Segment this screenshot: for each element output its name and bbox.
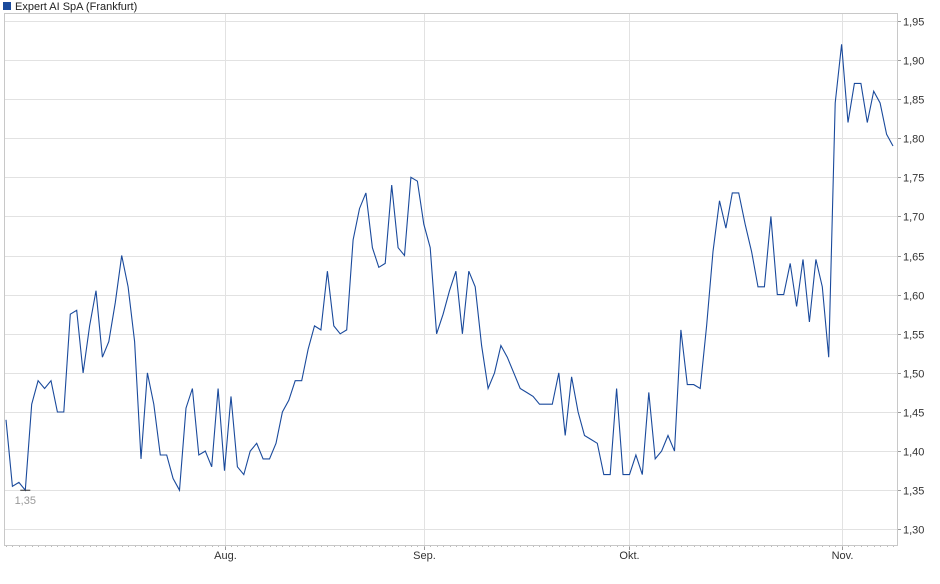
plot-frame bbox=[5, 14, 898, 546]
y-tick-label: 1,65 bbox=[903, 252, 924, 264]
y-tick-label: 1,40 bbox=[903, 447, 924, 459]
y-tick-label: 1,60 bbox=[903, 291, 924, 303]
x-tick-label: Aug. bbox=[214, 550, 237, 562]
x-tick-label: Okt. bbox=[619, 550, 639, 562]
price-line bbox=[6, 44, 893, 490]
y-tick-label: 1,95 bbox=[903, 17, 924, 29]
series-layer bbox=[6, 44, 893, 490]
legend: Expert AI SpA (Frankfurt) bbox=[3, 1, 137, 13]
x-tick-label: Nov. bbox=[832, 550, 854, 562]
x-tick-label: Sep. bbox=[413, 550, 436, 562]
y-tick-label: 1,30 bbox=[903, 525, 924, 537]
legend-label: Expert AI SpA (Frankfurt) bbox=[15, 1, 137, 13]
y-tick-label: 1,55 bbox=[903, 330, 924, 342]
min-label: 1,35 bbox=[15, 495, 36, 507]
y-tick-label: 1,75 bbox=[903, 173, 924, 185]
y-tick-label: 1,80 bbox=[903, 134, 924, 146]
y-tick-label: 1,35 bbox=[903, 486, 924, 498]
y-tick-label: 1,90 bbox=[903, 56, 924, 68]
legend-swatch bbox=[3, 2, 11, 10]
y-tick-label: 1,50 bbox=[903, 369, 924, 381]
y-tick-label: 1,70 bbox=[903, 212, 924, 224]
y-tick-label: 1,85 bbox=[903, 95, 924, 107]
y-tick-label: 1,45 bbox=[903, 408, 924, 420]
